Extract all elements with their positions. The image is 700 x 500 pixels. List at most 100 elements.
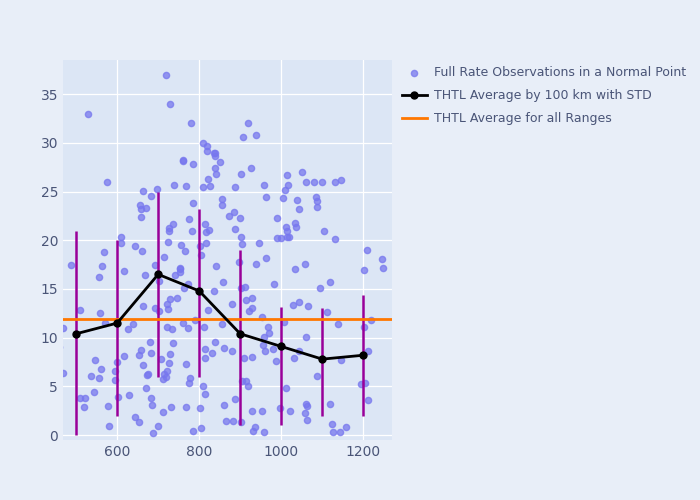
Full Rate Observations in a Normal Point bbox=[325, 278, 336, 285]
Full Rate Observations in a Normal Point bbox=[220, 417, 231, 425]
Full Rate Observations in a Normal Point bbox=[186, 120, 197, 128]
Full Rate Observations in a Normal Point bbox=[377, 264, 388, 272]
Full Rate Observations in a Normal Point bbox=[161, 70, 172, 78]
Full Rate Observations in a Normal Point bbox=[269, 280, 280, 288]
Full Rate Observations in a Normal Point bbox=[283, 181, 294, 189]
Full Rate Observations in a Normal Point bbox=[164, 296, 176, 304]
Full Rate Observations in a Normal Point bbox=[201, 239, 212, 247]
Full Rate Observations in a Normal Point bbox=[163, 226, 174, 234]
Full Rate Observations in a Normal Point bbox=[158, 253, 169, 261]
Full Rate Observations in a Normal Point bbox=[188, 426, 199, 434]
Full Rate Observations in a Normal Point bbox=[235, 170, 246, 178]
Full Rate Observations in a Normal Point bbox=[172, 294, 183, 302]
Full Rate Observations in a Normal Point bbox=[329, 178, 340, 186]
Full Rate Observations in a Normal Point bbox=[312, 372, 323, 380]
Full Rate Observations in a Normal Point bbox=[335, 428, 346, 436]
Full Rate Observations in a Normal Point bbox=[162, 300, 173, 308]
Full Rate Observations in a Normal Point bbox=[177, 318, 188, 326]
Full Rate Observations in a Normal Point bbox=[110, 368, 121, 376]
Full Rate Observations in a Normal Point bbox=[146, 394, 157, 402]
Full Rate Observations in a Normal Point bbox=[201, 146, 212, 154]
Full Rate Observations in a Normal Point bbox=[267, 344, 278, 352]
Full Rate Observations in a Normal Point bbox=[134, 418, 145, 426]
Full Rate Observations in a Normal Point bbox=[188, 160, 199, 168]
Full Rate Observations in a Normal Point bbox=[288, 354, 299, 362]
Full Rate Observations in a Normal Point bbox=[137, 360, 148, 368]
Full Rate Observations in a Normal Point bbox=[57, 369, 68, 377]
Full Rate Observations in a Normal Point bbox=[189, 316, 200, 324]
Full Rate Observations in a Normal Point bbox=[281, 232, 293, 240]
Full Rate Observations in a Normal Point bbox=[260, 347, 271, 355]
Full Rate Observations in a Normal Point bbox=[234, 214, 246, 222]
Full Rate Observations in a Normal Point bbox=[245, 164, 256, 172]
Full Rate Observations in a Normal Point bbox=[216, 195, 228, 203]
Full Rate Observations in a Normal Point bbox=[199, 345, 211, 353]
Full Rate Observations in a Normal Point bbox=[238, 134, 249, 141]
Full Rate Observations in a Normal Point bbox=[238, 354, 249, 362]
Full Rate Observations in a Normal Point bbox=[279, 186, 290, 194]
Full Rate Observations in a Normal Point bbox=[318, 226, 330, 234]
Full Rate Observations in a Normal Point bbox=[162, 323, 173, 331]
Full Rate Observations in a Normal Point bbox=[285, 407, 296, 415]
Full Rate Observations in a Normal Point bbox=[365, 316, 377, 324]
Full Rate Observations in a Normal Point bbox=[299, 409, 310, 417]
Full Rate Observations in a Normal Point bbox=[209, 152, 220, 160]
Full Rate Observations in a Normal Point bbox=[198, 382, 209, 390]
Full Rate Observations in a Normal Point bbox=[327, 420, 338, 428]
Full Rate Observations in a Normal Point bbox=[197, 183, 209, 191]
Full Rate Observations in a Normal Point bbox=[135, 346, 146, 354]
Full Rate Observations in a Normal Point bbox=[97, 262, 108, 270]
Full Rate Observations in a Normal Point bbox=[99, 320, 111, 328]
Full Rate Observations in a Normal Point bbox=[155, 355, 166, 363]
Full Rate Observations in a Normal Point bbox=[257, 342, 268, 349]
Full Rate Observations in a Normal Point bbox=[178, 284, 190, 292]
Full Rate Observations in a Normal Point bbox=[243, 382, 254, 390]
Full Rate Observations in a Normal Point bbox=[168, 339, 179, 347]
Full Rate Observations in a Normal Point bbox=[174, 264, 186, 272]
Full Rate Observations in a Normal Point bbox=[363, 347, 374, 355]
Full Rate Observations in a Normal Point bbox=[201, 142, 212, 150]
Full Rate Observations in a Normal Point bbox=[211, 170, 222, 178]
Full Rate Observations in a Normal Point bbox=[289, 265, 300, 273]
Full Rate Observations in a Normal Point bbox=[296, 168, 307, 176]
Full Rate Observations in a Normal Point bbox=[195, 252, 206, 260]
Full Rate Observations in a Normal Point bbox=[200, 220, 211, 228]
Full Rate Observations in a Normal Point bbox=[228, 208, 239, 216]
Full Rate Observations in a Normal Point bbox=[133, 350, 144, 358]
Full Rate Observations in a Normal Point bbox=[119, 352, 130, 360]
Full Rate Observations in a Normal Point bbox=[277, 194, 288, 202]
Full Rate Observations in a Normal Point bbox=[52, 372, 63, 380]
Full Rate Observations in a Normal Point bbox=[290, 219, 301, 227]
Full Rate Observations in a Normal Point bbox=[202, 306, 214, 314]
Full Rate Observations in a Normal Point bbox=[167, 220, 178, 228]
Full Rate Observations in a Normal Point bbox=[312, 196, 323, 204]
Full Rate Observations in a Normal Point bbox=[102, 178, 113, 186]
Full Rate Observations in a Normal Point bbox=[83, 110, 94, 118]
Full Rate Observations in a Normal Point bbox=[149, 261, 160, 269]
Full Rate Observations in a Normal Point bbox=[53, 342, 64, 350]
Full Rate Observations in a Normal Point bbox=[195, 242, 206, 250]
Full Rate Observations in a Normal Point bbox=[209, 164, 220, 172]
Full Rate Observations in a Normal Point bbox=[288, 301, 299, 309]
Full Rate Observations in a Normal Point bbox=[376, 255, 387, 263]
Full Rate Observations in a Normal Point bbox=[209, 150, 220, 158]
Full Rate Observations in a Normal Point bbox=[251, 131, 262, 139]
Full Rate Observations in a Normal Point bbox=[203, 226, 214, 234]
Full Rate Observations in a Normal Point bbox=[327, 428, 338, 436]
Full Rate Observations in a Normal Point bbox=[142, 371, 153, 379]
Full Rate Observations in a Normal Point bbox=[94, 272, 105, 280]
Full Rate Observations in a Normal Point bbox=[240, 296, 251, 304]
Full Rate Observations in a Normal Point bbox=[183, 380, 195, 388]
Full Rate Observations in a Normal Point bbox=[179, 246, 190, 254]
Full Rate Observations in a Normal Point bbox=[235, 418, 246, 426]
Full Rate Observations in a Normal Point bbox=[300, 260, 311, 268]
Full Rate Observations in a Normal Point bbox=[118, 267, 130, 275]
Full Rate Observations in a Normal Point bbox=[199, 390, 211, 398]
Full Rate Observations in a Normal Point bbox=[180, 402, 191, 410]
Full Rate Observations in a Normal Point bbox=[136, 246, 147, 254]
Full Rate Observations in a Normal Point bbox=[143, 370, 154, 378]
Full Rate Observations in a Normal Point bbox=[161, 368, 172, 376]
Full Rate Observations in a Normal Point bbox=[243, 120, 254, 128]
Full Rate Observations in a Normal Point bbox=[360, 379, 371, 387]
Full Rate Observations in a Normal Point bbox=[218, 344, 230, 352]
